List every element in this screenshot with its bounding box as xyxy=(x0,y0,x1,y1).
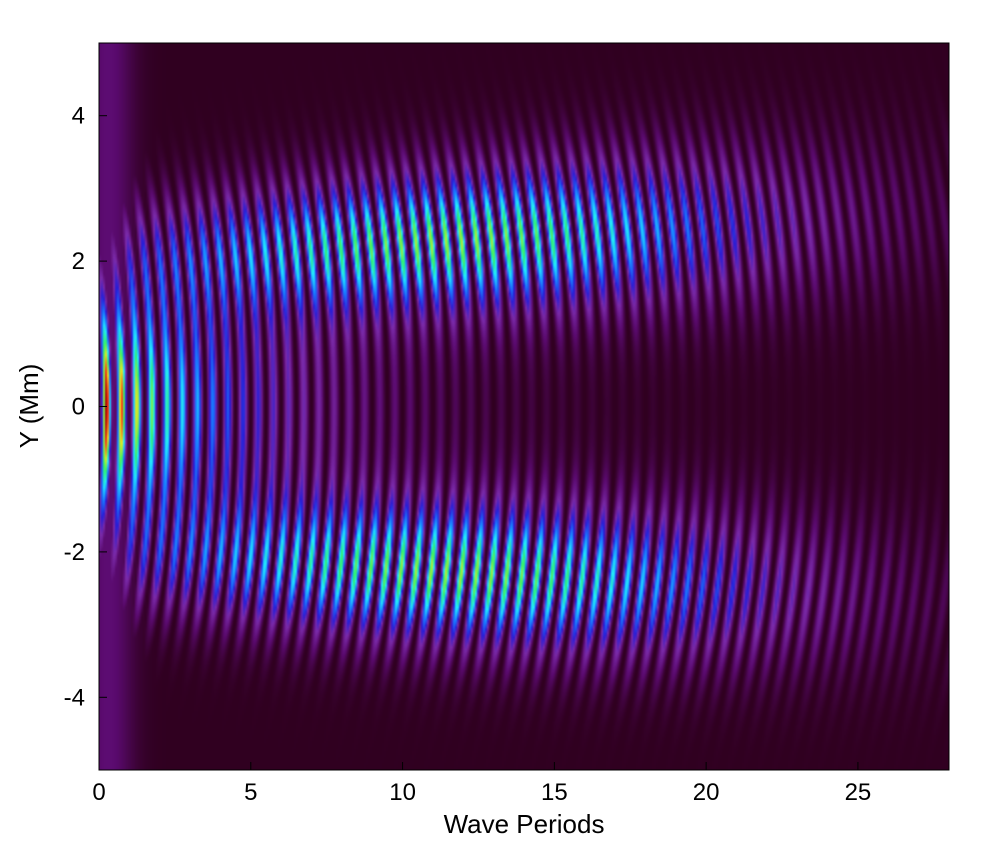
y-tick-label: 4 xyxy=(72,103,85,130)
x-tick-label: 25 xyxy=(845,779,872,806)
plot-area xyxy=(98,42,950,771)
y-tick-label: 0 xyxy=(72,394,85,421)
y-tick-label: -4 xyxy=(64,684,85,711)
x-tick-label: 5 xyxy=(244,779,257,806)
y-tick-label: -2 xyxy=(64,539,85,566)
x-axis: 0 5 10 15 20 25 xyxy=(92,762,871,806)
x-axis-title: Wave Periods xyxy=(444,809,605,839)
heatmap-image xyxy=(99,43,949,770)
x-tick-label: 10 xyxy=(389,779,416,806)
y-tick-label: 2 xyxy=(72,248,85,275)
x-tick-label: 15 xyxy=(541,779,568,806)
x-tick-label: 0 xyxy=(92,779,105,806)
y-axis-title: Y (Mm) xyxy=(14,364,44,449)
y-axis: -4 -2 0 2 4 xyxy=(64,103,107,711)
x-tick-label: 20 xyxy=(693,779,720,806)
